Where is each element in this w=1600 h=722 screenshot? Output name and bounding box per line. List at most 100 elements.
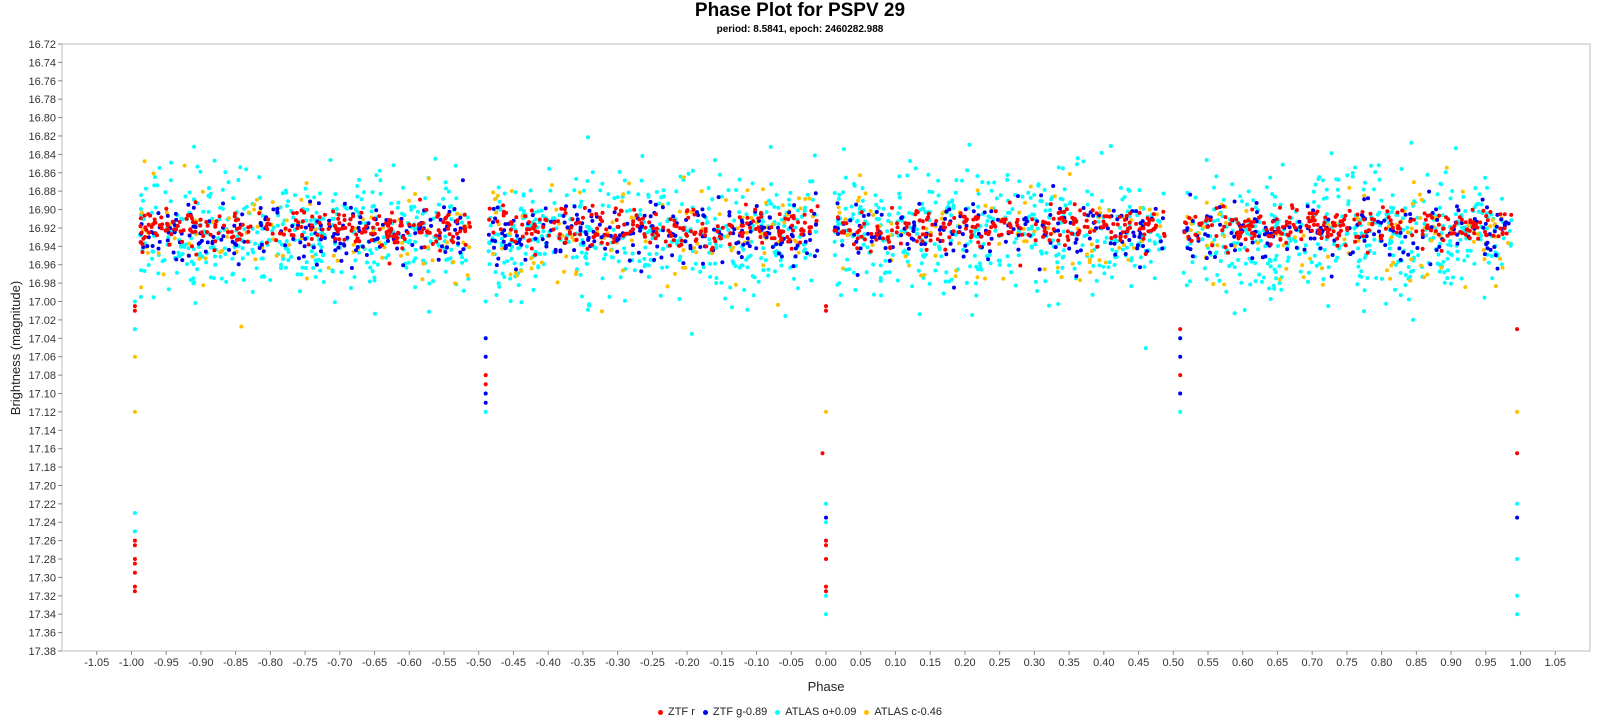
data-point — [985, 218, 990, 223]
data-point — [1067, 172, 1072, 176]
data-point — [1436, 252, 1441, 257]
data-point — [1092, 228, 1097, 233]
data-point — [393, 232, 398, 237]
eclipse-point — [824, 557, 828, 561]
data-point — [1214, 251, 1218, 256]
data-point — [859, 210, 864, 215]
data-point — [845, 233, 850, 238]
data-point — [798, 240, 803, 245]
data-point — [971, 209, 976, 214]
data-point — [705, 220, 710, 225]
data-point — [1272, 286, 1277, 291]
data-point — [908, 159, 913, 163]
data-point — [1483, 175, 1487, 180]
data-point — [396, 200, 401, 205]
eclipse-point — [483, 373, 488, 378]
data-point — [1065, 229, 1070, 234]
data-point — [792, 276, 796, 281]
data-point — [581, 188, 586, 193]
data-point — [353, 258, 358, 263]
data-point — [737, 177, 742, 182]
data-point — [454, 196, 459, 201]
data-point — [943, 225, 947, 230]
data-point — [712, 236, 717, 241]
data-point — [1047, 238, 1052, 243]
data-point — [270, 200, 275, 205]
data-point — [677, 297, 682, 301]
data-point — [612, 236, 617, 241]
data-point — [218, 205, 223, 210]
data-point — [679, 242, 684, 247]
data-point — [186, 246, 191, 251]
data-point — [851, 242, 856, 247]
data-point — [296, 256, 301, 261]
data-point — [779, 236, 784, 241]
data-point — [321, 253, 325, 258]
data-point — [384, 230, 389, 235]
data-point — [423, 196, 428, 201]
data-point — [832, 239, 837, 244]
eclipse-point — [1515, 557, 1520, 561]
data-point — [986, 257, 991, 262]
data-point — [497, 199, 502, 204]
data-point — [280, 253, 285, 258]
data-point — [857, 195, 862, 200]
data-point — [917, 312, 922, 317]
data-point — [1182, 230, 1187, 235]
data-point — [1032, 229, 1037, 234]
data-point — [392, 240, 397, 245]
data-point — [449, 247, 454, 252]
data-point — [1310, 215, 1315, 220]
data-point — [1250, 224, 1255, 229]
data-point — [1466, 223, 1471, 228]
data-point — [1035, 289, 1040, 293]
data-point — [615, 195, 620, 200]
data-point — [574, 221, 579, 226]
data-point — [1020, 232, 1025, 237]
data-point — [495, 219, 500, 224]
data-point — [486, 249, 491, 254]
data-point — [304, 276, 309, 281]
x-tick-label: -0.90 — [188, 657, 213, 669]
data-point — [533, 236, 538, 241]
data-point — [377, 240, 382, 245]
data-point — [723, 224, 728, 229]
data-point — [1028, 184, 1033, 189]
data-point — [191, 262, 196, 267]
data-point — [874, 202, 879, 207]
y-tick-label: 17.30 — [28, 572, 56, 584]
data-point — [897, 191, 902, 196]
data-point — [1087, 230, 1092, 235]
data-point — [686, 171, 691, 176]
data-point — [1410, 201, 1415, 206]
data-point — [1028, 195, 1033, 200]
data-point — [544, 244, 549, 249]
data-point — [331, 253, 336, 258]
data-point — [370, 190, 375, 195]
data-point — [1281, 243, 1286, 248]
data-point — [551, 227, 556, 232]
data-point — [632, 207, 637, 212]
data-point — [523, 214, 528, 219]
data-point — [1080, 243, 1085, 248]
data-point — [185, 262, 189, 266]
data-point — [1268, 264, 1273, 269]
data-point — [854, 202, 859, 207]
data-point — [645, 230, 650, 235]
data-point — [604, 227, 609, 232]
data-point — [1420, 246, 1425, 251]
data-point — [142, 213, 147, 218]
y-tick-label: 17.18 — [28, 462, 56, 474]
data-point — [602, 256, 606, 261]
data-point — [572, 204, 577, 209]
data-point — [1485, 240, 1490, 245]
data-point — [203, 249, 208, 254]
data-point — [690, 266, 695, 271]
data-point — [453, 163, 458, 168]
legend-marker-icon — [864, 709, 870, 715]
data-point — [1087, 236, 1092, 241]
data-point — [493, 270, 498, 274]
data-point — [1476, 236, 1481, 241]
data-point — [961, 247, 965, 252]
data-point — [1102, 271, 1107, 276]
